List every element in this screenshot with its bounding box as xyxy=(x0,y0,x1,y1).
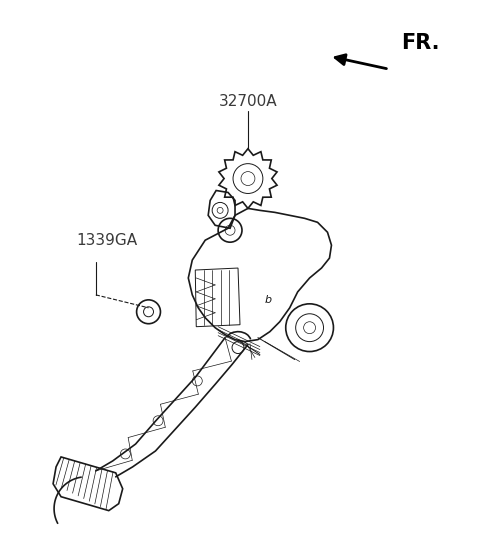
Text: b: b xyxy=(264,295,271,305)
FancyArrowPatch shape xyxy=(335,55,386,69)
Text: FR.: FR. xyxy=(401,34,440,53)
Text: 32700A: 32700A xyxy=(219,94,277,109)
Text: 1339GA: 1339GA xyxy=(76,233,137,248)
